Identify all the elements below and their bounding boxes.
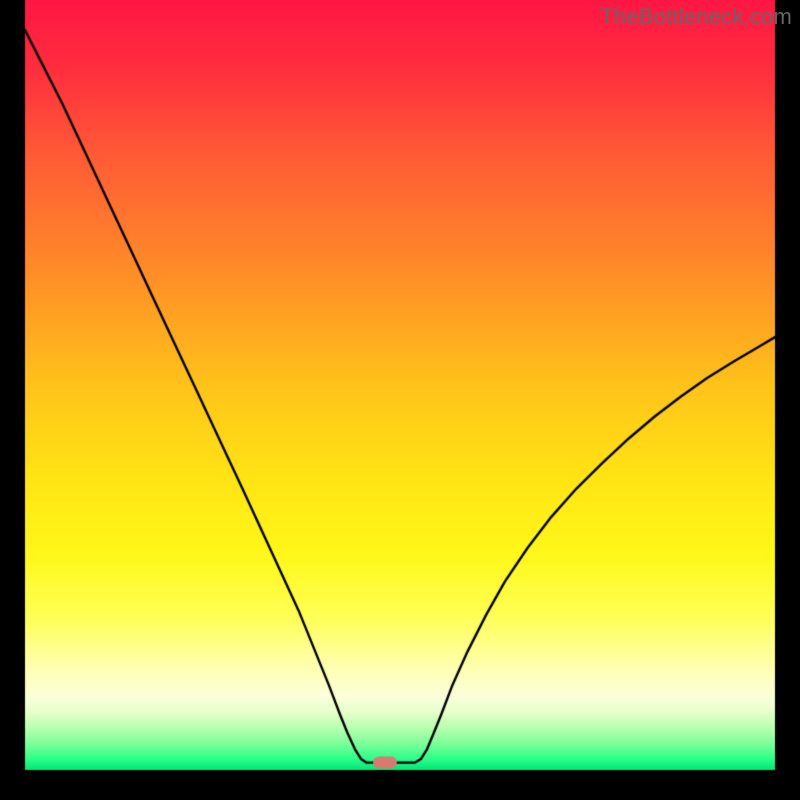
chart-curve-canvas: [0, 0, 800, 800]
chart-stage: TheBottleneck.com: [0, 0, 800, 800]
attribution-label: TheBottleneck.com: [600, 4, 792, 30]
